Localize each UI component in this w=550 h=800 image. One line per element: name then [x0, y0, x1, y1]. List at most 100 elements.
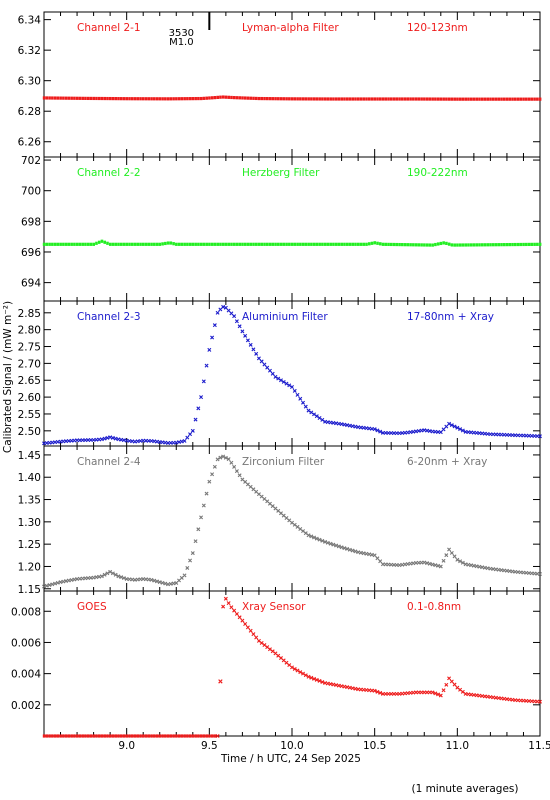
- data-point: [266, 97, 269, 101]
- data-point: [538, 572, 542, 577]
- data-point: [299, 242, 302, 246]
- data-point: [232, 608, 237, 613]
- data-point: [480, 97, 484, 101]
- data-point: [452, 554, 457, 559]
- data-point: [128, 242, 131, 246]
- data-point: [166, 734, 170, 738]
- band-label: 17-80nm + Xray: [407, 311, 494, 323]
- data-point: [467, 243, 470, 247]
- data-point: [345, 242, 349, 246]
- data-point: [288, 242, 291, 246]
- data-point: [262, 362, 267, 367]
- data-point: [94, 575, 99, 580]
- panel-channel-2-4: 1.15 1.20 1.25 1.30 1.35 1.40 1.45 Channel 2-4 Z…: [18, 445, 542, 596]
- data-point: [480, 565, 485, 570]
- data-point: [164, 97, 167, 101]
- data-point: [345, 97, 349, 101]
- data-point: [152, 578, 157, 583]
- data-point: [186, 734, 189, 738]
- data-point: [48, 242, 51, 246]
- data-point: [59, 242, 62, 246]
- data-point: [185, 565, 190, 570]
- data-point: [53, 242, 57, 246]
- data-point: [160, 580, 165, 585]
- data-point: [511, 97, 514, 101]
- panel-channel-2-2: 694 696 698 700 702 Channel 2-2 Herzberg Filte…: [21, 155, 542, 302]
- data-point: [150, 242, 153, 246]
- data-point: [177, 242, 181, 246]
- data-point: [301, 400, 306, 405]
- data-point: [64, 242, 68, 246]
- data-point: [194, 734, 197, 738]
- data-point: [478, 97, 481, 101]
- data-point: [95, 96, 98, 101]
- data-point: [312, 412, 317, 417]
- data-point: [125, 242, 129, 246]
- y-tick-label: 6.30: [18, 76, 41, 88]
- data-point: [288, 97, 291, 101]
- data-point: [97, 240, 101, 244]
- y-tick-label: 1.20: [18, 561, 41, 573]
- data-point: [343, 242, 346, 246]
- data-point: [395, 242, 399, 247]
- data-point: [533, 242, 536, 246]
- data-point: [254, 635, 259, 640]
- data-point: [441, 427, 446, 432]
- data-point: [444, 553, 449, 558]
- filter-label: Herzberg Filter: [242, 167, 320, 179]
- data-point: [100, 734, 104, 738]
- data-point: [246, 96, 250, 100]
- data-point: [42, 584, 46, 589]
- data-point: [64, 579, 69, 584]
- data-point: [350, 548, 355, 553]
- data-point: [75, 242, 79, 246]
- data-point: [277, 97, 280, 101]
- data-point: [320, 538, 325, 543]
- data-point: [458, 243, 462, 247]
- data-point: [84, 734, 87, 738]
- data-point: [290, 665, 294, 670]
- data-point: [194, 242, 197, 246]
- filter-label: Zirconium Filter: [242, 456, 325, 468]
- series-name: Channel 2-1: [77, 22, 141, 34]
- data-point: [444, 424, 449, 429]
- data-point: [310, 97, 313, 101]
- data-point: [372, 427, 377, 432]
- data-point: [263, 96, 266, 101]
- data-point: [378, 559, 383, 564]
- data-point: [369, 552, 374, 557]
- data-point: [164, 241, 167, 246]
- data-point: [154, 579, 159, 584]
- y-tick-label: 2.75: [18, 342, 41, 354]
- data-point: [75, 96, 79, 100]
- data-point: [304, 97, 308, 101]
- y-tick-label: 0.006: [11, 637, 41, 649]
- data-point: [392, 242, 396, 247]
- data-point: [204, 491, 209, 496]
- data-point: [456, 97, 459, 101]
- data-point: [117, 242, 120, 246]
- data-point: [59, 96, 62, 100]
- data-point: [45, 96, 49, 100]
- data-point: [153, 97, 156, 101]
- data-point: [268, 242, 272, 246]
- data-point: [232, 242, 236, 246]
- data-point: [519, 97, 523, 101]
- data-point: [199, 242, 203, 246]
- data-point: [174, 440, 179, 445]
- data-point: [384, 242, 388, 246]
- data-point: [522, 97, 525, 101]
- data-point: [238, 242, 242, 246]
- data-point: [365, 97, 368, 101]
- data-point: [304, 242, 308, 246]
- data-point: [223, 455, 228, 460]
- data-point: [279, 97, 283, 101]
- data-series: [42, 239, 542, 247]
- data-point: [538, 97, 542, 101]
- data-point: [229, 605, 234, 610]
- y-tick-label: 702: [21, 155, 41, 167]
- data-point: [254, 96, 258, 101]
- data-point: [530, 97, 534, 101]
